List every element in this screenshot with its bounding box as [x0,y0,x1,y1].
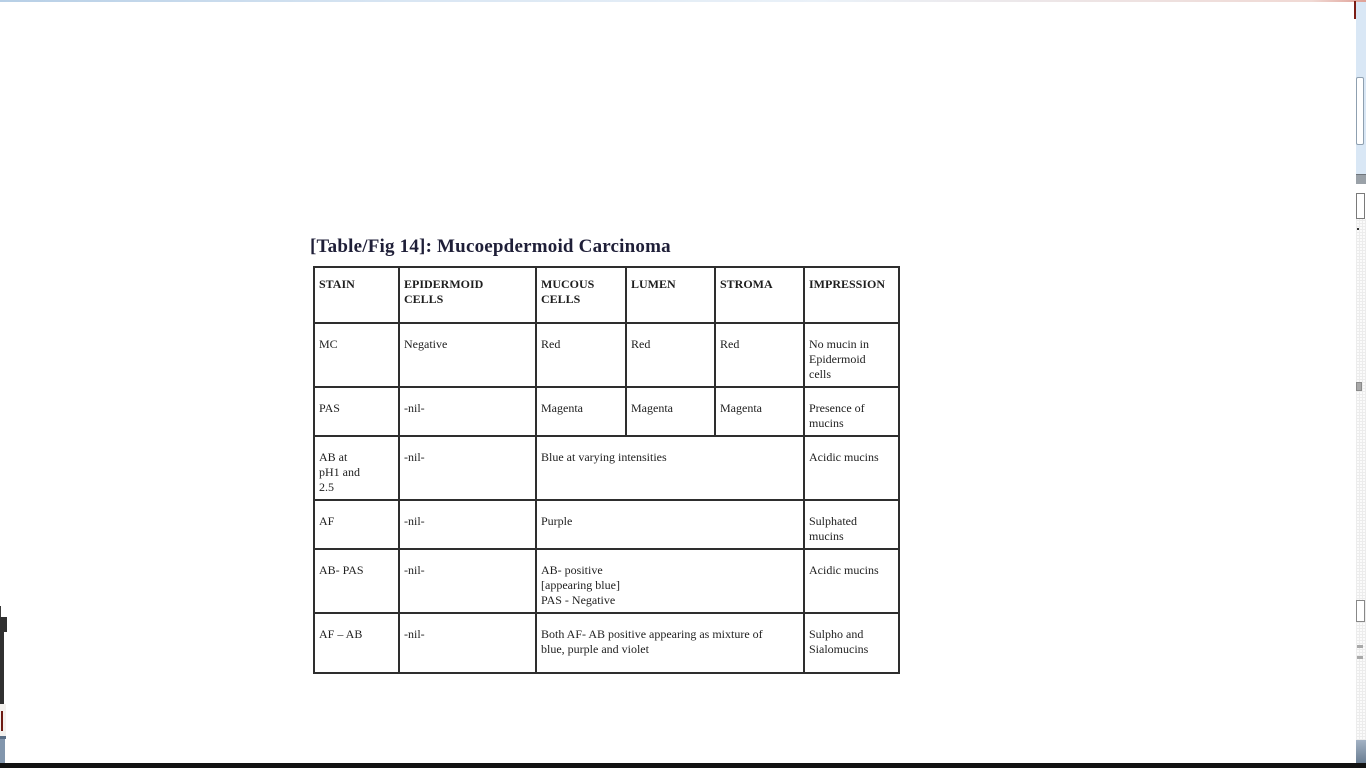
cell-impression: Sulpho and Sialomucins [803,612,900,674]
cell-stain: PAS [313,386,400,437]
cell-stain: AB at pH1 and 2.5 [313,435,400,501]
cell-mucous: Magenta [535,386,627,437]
left-edge-slate-line [0,736,6,739]
scrollbar-thumb[interactable] [1356,77,1364,145]
cell-stain: AB- PAS [313,548,400,614]
cell-merged-result: Blue at varying intensities [535,435,805,501]
col-header-epidermoid-cells: EPIDERMOID CELLS [398,266,537,324]
window-top-right-red-tick [1354,1,1356,19]
table-row-mc: MC Negative Red Red Red No mucin in Epid… [313,322,900,388]
cell-epidermoid: -nil- [398,548,537,614]
table-row-ab-pas: AB- PAS -nil- AB- positive [appearing bl… [313,548,900,614]
cell-mucous: Red [535,322,627,388]
cell-stain: AF – AB [313,612,400,674]
left-edge-line-fragment [0,606,1,618]
cell-lumen: Magenta [625,386,716,437]
cell-stain: MC [313,322,400,388]
scrollbar-pattern-track[interactable] [1356,219,1366,740]
stains-table: STAIN EPIDERMOID CELLS MUCOUS CELLS LUME… [313,266,900,674]
cell-stroma: Red [714,322,805,388]
scrollbar-button-lower[interactable] [1356,600,1365,622]
scrollbar-separator [1356,174,1366,184]
scrollbar-mark [1357,656,1363,659]
table-row-ab: AB at pH1 and 2.5 -nil- Blue at varying … [313,435,900,501]
left-edge-dark-bar [0,632,4,704]
table-header-row: STAIN EPIDERMOID CELLS MUCOUS CELLS LUME… [313,266,900,324]
cell-epidermoid: -nil- [398,612,537,674]
cell-epidermoid: -nil- [398,499,537,550]
right-scrollbar-strip[interactable] [1356,2,1366,768]
table-row-af: AF -nil- Purple Sulphated mucins [313,499,900,550]
cell-lumen: Red [625,322,716,388]
cell-stain: AF [313,499,400,550]
scrollbar-mark [1357,645,1363,648]
cell-impression: No mucin in Epidermoid cells [803,322,900,388]
table-row-pas: PAS -nil- Magenta Magenta Magenta Presen… [313,386,900,437]
scrollbar-fragment [1356,382,1362,391]
table-row-af-ab: AF – AB -nil- Both AF- AB positive appea… [313,612,900,674]
cell-impression: Acidic mucins [803,548,900,614]
col-header-impression: IMPRESSION [803,266,900,324]
cell-impression: Sulphated mucins [803,499,900,550]
cell-merged-result: Both AF- AB positive appearing as mixtur… [535,612,805,674]
cell-impression: Acidic mucins [803,435,900,501]
scrollbar-dot [1357,228,1359,230]
cell-impression: Presence of mucins [803,386,900,437]
scrollbar-button[interactable] [1356,193,1365,219]
left-edge-slate-bar [0,739,5,763]
scrollbar-bottom-cap [1356,740,1366,768]
left-edge-light-panel [0,704,6,737]
cell-merged-result: Purple [535,499,805,550]
bottom-black-bar [0,763,1366,768]
left-edge-red-mark [1,711,3,731]
cell-stroma: Magenta [714,386,805,437]
col-header-stroma: STROMA [714,266,805,324]
col-header-mucous-cells: MUCOUS CELLS [535,266,627,324]
col-header-lumen: LUMEN [625,266,716,324]
page-title: [Table/Fig 14]: Mucoepdermoid Carcinoma [310,236,671,257]
cell-epidermoid: Negative [398,322,537,388]
cell-epidermoid: -nil- [398,435,537,501]
col-header-stain: STAIN [313,266,400,324]
left-edge-dark-block [0,617,7,632]
window-top-edge [0,0,1366,2]
cell-epidermoid: -nil- [398,386,537,437]
cell-merged-result: AB- positive [appearing blue] PAS - Nega… [535,548,805,614]
